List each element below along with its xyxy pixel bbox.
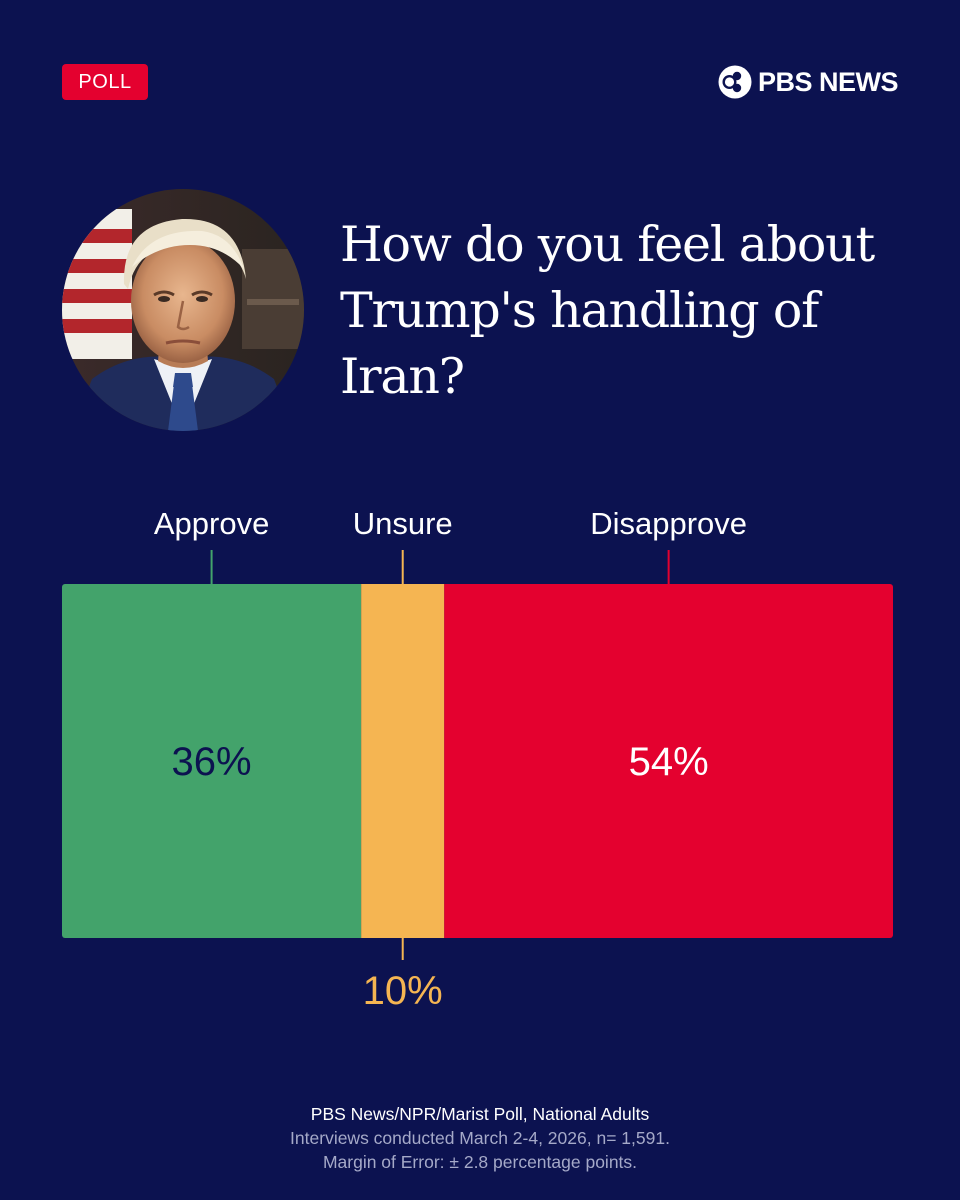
brand-name: PBS NEWS <box>757 66 899 97</box>
pbs-head-icon <box>718 65 752 99</box>
poll-badge: POLL <box>62 64 148 100</box>
category-label-disapprove: Disapprove <box>590 506 747 541</box>
category-label-unsure: Unsure <box>353 506 453 541</box>
chart-svg: Approve 36% Unsure 10% Disapprove 54% <box>62 506 893 1013</box>
trump-portrait <box>62 189 304 431</box>
portrait-image <box>62 189 304 431</box>
bar-segment-approve <box>62 584 362 938</box>
poll-dates: Interviews conducted March 2-4, 2026, n=… <box>290 1128 670 1148</box>
value-label-approve: 36% <box>172 740 252 784</box>
value-label-disapprove: 54% <box>629 740 709 784</box>
category-label-approve: Approve <box>154 506 269 541</box>
poll-source: PBS News/NPR/Marist Poll, National Adult… <box>310 1104 650 1124</box>
stacked-bar-chart: Approve 36% Unsure 10% Disapprove 54% <box>0 480 960 1040</box>
bar-segment-unsure <box>361 584 445 938</box>
pbs-news-logo: PBS NEWS <box>718 64 899 100</box>
poll-question: How do you feel about Trump's handling o… <box>340 216 875 405</box>
value-label-unsure: 10% <box>363 969 443 1013</box>
bar-segment-disapprove <box>444 584 893 938</box>
poll-margin-of-error: Margin of Error: ± 2.8 percentage points… <box>322 1152 638 1172</box>
poll-footer: PBS News/NPR/Marist Poll, National Adult… <box>0 1102 960 1174</box>
